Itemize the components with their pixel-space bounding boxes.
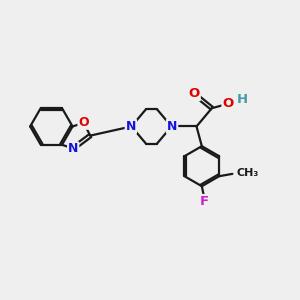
Text: F: F [200,195,209,208]
Text: O: O [222,97,234,110]
Text: N: N [126,120,136,133]
Text: N: N [68,142,78,155]
Text: N: N [167,120,177,133]
Text: O: O [78,116,89,129]
Text: H: H [237,93,248,106]
Text: CH₃: CH₃ [237,168,259,178]
Text: O: O [188,87,200,100]
